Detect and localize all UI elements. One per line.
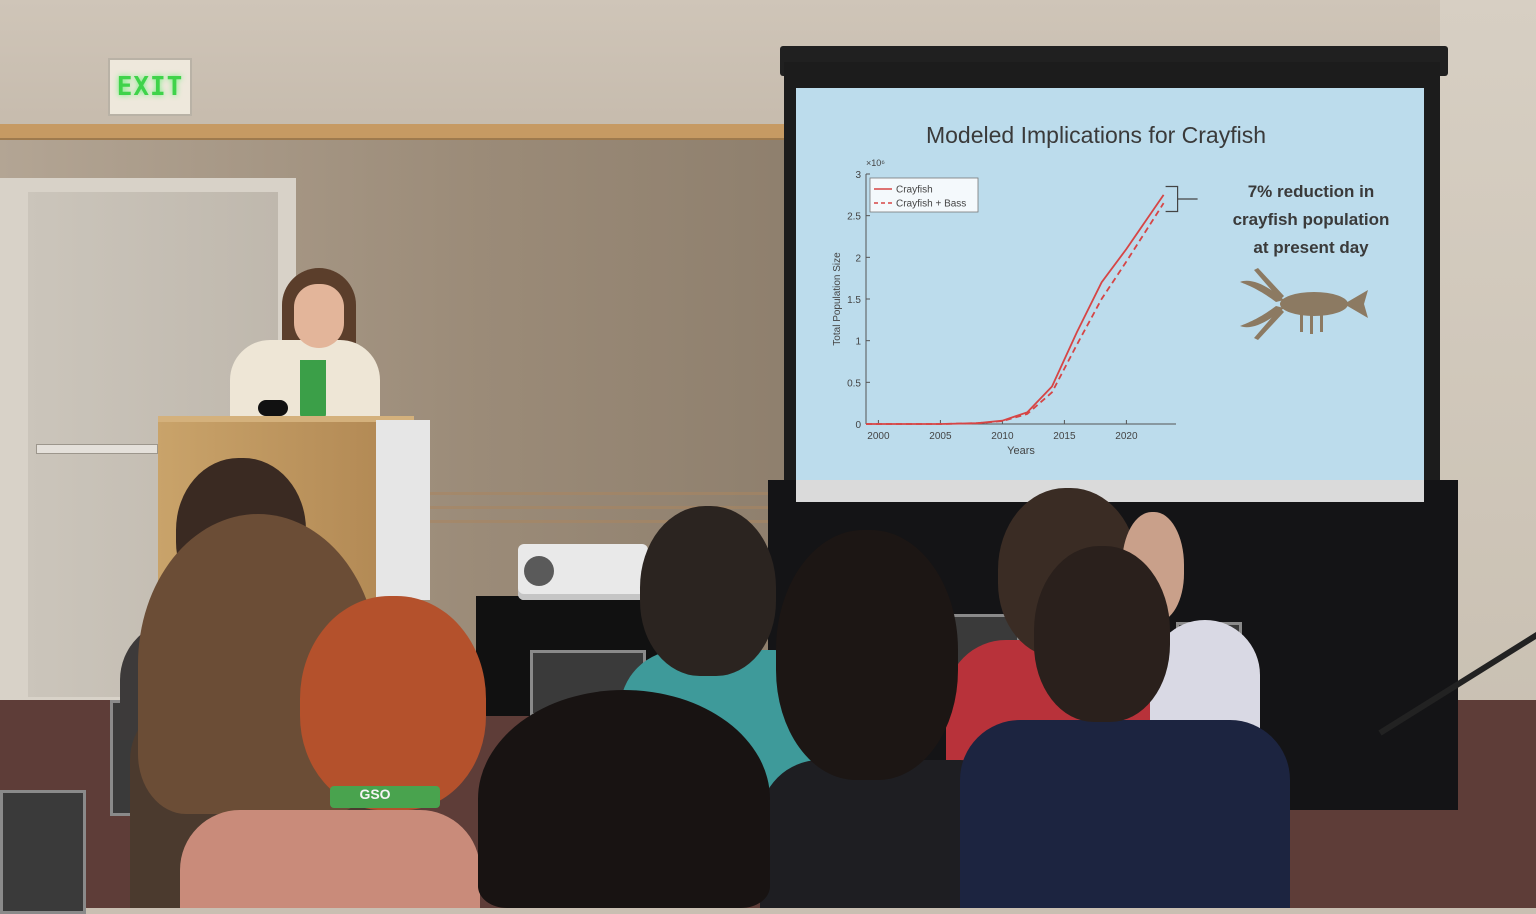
x-tick-label: 2010 bbox=[991, 431, 1014, 442]
y-axis-label: Total Population Size bbox=[832, 252, 843, 346]
crayfish-icon bbox=[1240, 268, 1368, 340]
y-tick-label: 0 bbox=[855, 420, 861, 431]
badge-text: GSO bbox=[359, 786, 391, 802]
reduction-bracket bbox=[1165, 185, 1198, 213]
x-axis-label: Years bbox=[1007, 445, 1035, 457]
wall-trim bbox=[0, 124, 800, 138]
note-line: 7% reduction in bbox=[1247, 182, 1375, 201]
note-line: at present day bbox=[1253, 238, 1369, 257]
legend-label: Crayfish bbox=[896, 185, 933, 196]
badge-lanyard bbox=[330, 786, 440, 808]
series-line bbox=[866, 194, 1165, 425]
y-tick-label: 0.5 bbox=[847, 378, 861, 389]
y-tick-label: 2.5 bbox=[847, 212, 861, 223]
projected-slide: Modeled Implications for Crayfish 0 0.5 1 1… bbox=[796, 88, 1424, 480]
note-line: crayfish population bbox=[1232, 210, 1390, 229]
exit-sign-text: EXIT bbox=[116, 72, 184, 102]
screen-bottom-border bbox=[796, 480, 1424, 502]
y-tick-label: 1 bbox=[855, 337, 861, 348]
wall-stripe bbox=[290, 492, 800, 495]
x-tick-label: 2005 bbox=[929, 431, 952, 442]
presenter-lanyard bbox=[300, 360, 326, 420]
slide-note: 7% reduction in crayfish population at p… bbox=[1216, 178, 1406, 262]
y-multiplier-label: ×10⁶ bbox=[866, 158, 885, 168]
slide-title: Modeled Implications for Crayfish bbox=[925, 122, 1267, 148]
population-chart: 0 0.5 1 1.5 2 2.5 3 2000 2005 2010 2015 2020 Years To… bbox=[832, 158, 1198, 457]
x-tick-label: 2015 bbox=[1053, 431, 1076, 442]
x-tick-label: 2000 bbox=[867, 431, 890, 442]
wall-stripe bbox=[290, 506, 800, 509]
chair bbox=[0, 790, 86, 914]
presenter-face bbox=[294, 284, 344, 348]
microphone bbox=[258, 400, 288, 416]
podium-cloth bbox=[376, 420, 430, 600]
legend-label: Crayfish + Bass bbox=[896, 199, 966, 210]
legend-box bbox=[869, 177, 979, 213]
exit-sign: EXIT bbox=[108, 58, 192, 116]
y-tick-label: 1.5 bbox=[847, 295, 861, 306]
projector-lens bbox=[524, 556, 554, 586]
podium-top bbox=[158, 416, 414, 426]
x-tick-label: 2020 bbox=[1115, 431, 1138, 442]
door-push-bar bbox=[36, 444, 158, 454]
wall-stripe bbox=[290, 520, 800, 523]
series-line bbox=[866, 202, 1165, 425]
y-tick-label: 2 bbox=[855, 253, 861, 264]
y-tick-label: 3 bbox=[855, 170, 861, 181]
